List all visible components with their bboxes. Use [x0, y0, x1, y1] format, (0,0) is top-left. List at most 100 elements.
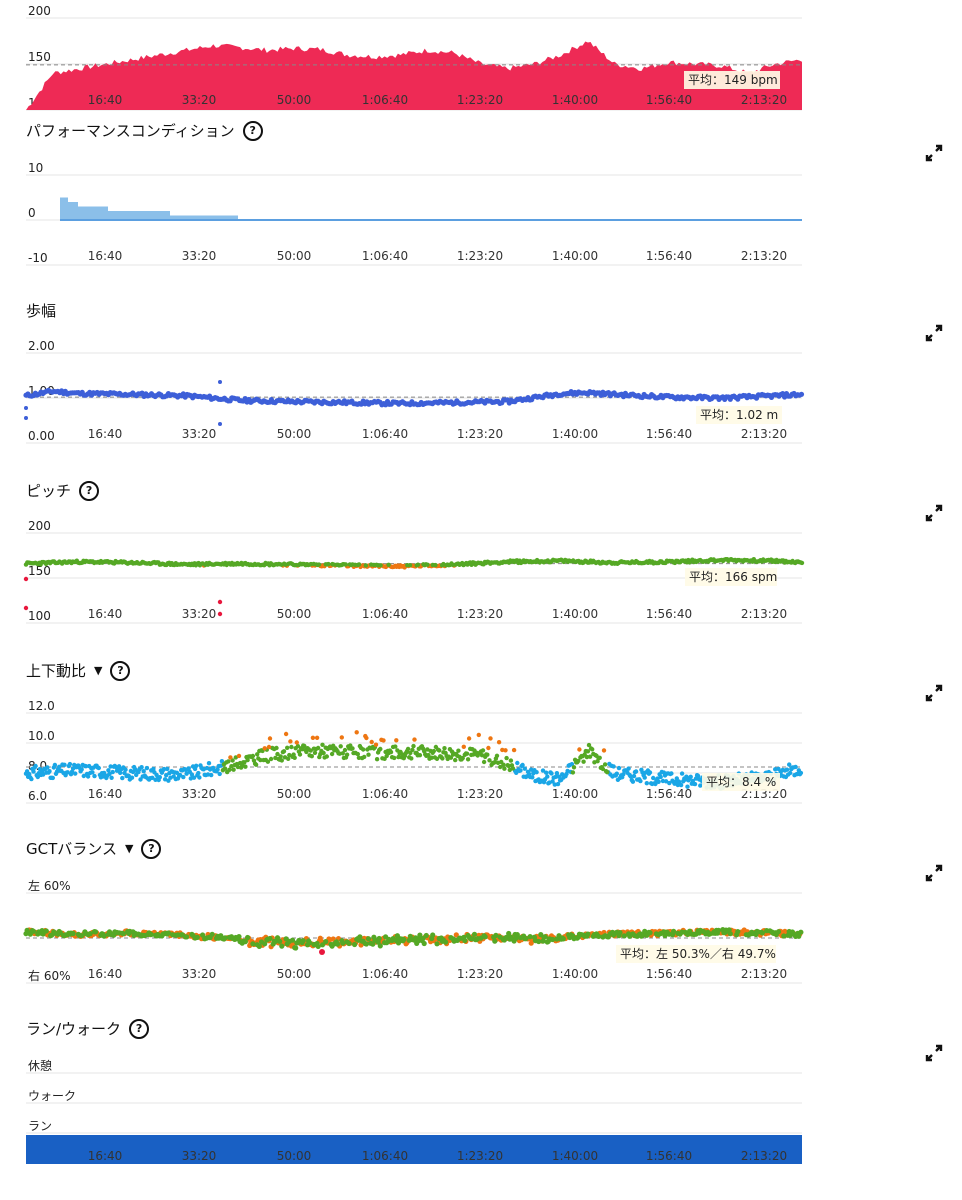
vertical-ratio-point — [787, 762, 792, 767]
vertical-ratio-point — [522, 766, 527, 771]
gct-balance-point — [30, 928, 37, 934]
gct-balance-point — [277, 938, 283, 944]
vertical-ratio-point — [275, 751, 280, 757]
x-axis-tick-label: 1:56:40 — [646, 427, 692, 441]
vertical-ratio-point — [29, 776, 34, 782]
performance-area — [60, 197, 802, 220]
help-icon[interactable]: ? — [141, 838, 162, 859]
vertical-ratio-point — [33, 763, 38, 769]
vertical-ratio-point — [278, 754, 283, 759]
vertical-ratio-point — [243, 764, 248, 769]
gct-balance-point — [493, 932, 499, 938]
vertical-ratio-point — [230, 758, 235, 763]
gct-balance-point — [79, 933, 85, 939]
expand-icon[interactable] — [925, 864, 943, 882]
gct-balance-point — [70, 930, 76, 937]
dropdown-arrow-icon[interactable]: ▼ — [94, 664, 103, 677]
gct-balance-point — [376, 935, 382, 942]
gct-balance-point — [307, 940, 313, 946]
x-axis-tick-label: 2:13:20 — [741, 93, 787, 107]
vertical-ratio-point — [486, 745, 491, 751]
vertical-ratio-point — [440, 756, 445, 761]
gct-balance-point — [671, 928, 677, 934]
gct-balance-point — [262, 941, 268, 947]
help-icon[interactable]: ? — [242, 120, 263, 141]
vertical-ratio-point — [299, 747, 305, 752]
x-axis-tick-label: 1:23:20 — [457, 93, 503, 107]
help-icon[interactable]: ? — [129, 1018, 150, 1039]
help-icon[interactable]: ? — [79, 480, 100, 501]
vertical-ratio-point — [242, 760, 247, 765]
vertical-ratio-point — [355, 751, 360, 757]
gct-balance-point — [245, 934, 251, 941]
vertical-ratio-point — [308, 748, 313, 753]
vertical-ratio-point — [392, 755, 397, 761]
vertical-ratio-point — [228, 755, 233, 760]
gct-balance-point — [370, 941, 376, 947]
vertical-ratio-point — [544, 770, 549, 775]
x-axis-tick-label: 1:56:40 — [646, 787, 692, 801]
vertical-ratio-point — [597, 755, 602, 760]
vertical-ratio-point — [294, 740, 299, 745]
x-axis-tick-label: 33:20 — [182, 607, 217, 621]
expand-icon[interactable] — [925, 684, 943, 702]
x-axis-tick-label: 16:40 — [88, 1149, 123, 1163]
x-axis-tick-label: 16:40 — [88, 787, 123, 801]
dropdown-arrow-icon[interactable]: ▼ — [124, 842, 134, 855]
x-axis-tick-label: 1:40:00 — [552, 1149, 598, 1163]
vertical-ratio-point — [556, 774, 562, 779]
gct-balance-point — [798, 929, 804, 935]
vertical-ratio-title-text: 上下動比 — [26, 662, 87, 680]
expand-icon[interactable] — [925, 324, 943, 342]
gct-balance-chart: 左 60% 右 60% 16:40 33:20 50:00 1:06:40 1:23:20 1… — [0, 876, 962, 996]
help-icon[interactable]: ? — [110, 660, 131, 681]
gct-balance-point — [319, 942, 326, 948]
x-axis-tick-label: 16:40 — [88, 607, 123, 621]
expand-icon[interactable] — [925, 144, 943, 162]
vertical-ratio-point — [274, 745, 279, 751]
vertical-ratio-point — [150, 775, 155, 780]
performance-panel: パフォーマンスコンディション ? 10 0 -10 16:40 33:20 50:00 1:… — [0, 112, 962, 282]
performance-svg: 10 0 -10 16:40 33:20 50:00 1:06:40 1:23:20 1:40:… — [26, 161, 802, 266]
vertical-ratio-point — [191, 775, 197, 780]
cadence-point — [356, 562, 362, 567]
vertical-ratio-point — [302, 743, 307, 749]
gct-balance-point — [346, 940, 352, 947]
vertical-ratio-point — [669, 771, 674, 776]
expand-icon[interactable] — [925, 504, 943, 522]
vertical-ratio-point — [297, 752, 303, 757]
vertical-ratio-point — [236, 753, 242, 759]
y-axis-label: 10.0 — [28, 729, 55, 743]
y-axis-label: 休憩 — [28, 1058, 52, 1073]
cadence-title-text: ピッチ — [26, 482, 72, 500]
performance-chart: 10 0 -10 16:40 33:20 50:00 1:06:40 1:23:20 1:40:… — [0, 158, 962, 278]
x-axis-tick-label: 50:00 — [277, 607, 312, 621]
vertical-ratio-point — [437, 748, 442, 753]
vertical-ratio-point — [312, 750, 318, 755]
gct-balance-point — [184, 934, 190, 940]
gct-balance-point — [236, 934, 242, 940]
vertical-ratio-point — [197, 775, 202, 780]
cadence-point — [316, 562, 322, 567]
gct-balance-point — [300, 938, 306, 944]
gct-balance-point — [120, 931, 126, 937]
average-label: 平均：149 bpm — [688, 73, 778, 87]
x-axis-tick-label: 1:06:40 — [362, 249, 408, 263]
gct-balance-point — [523, 936, 529, 942]
vertical-ratio-point — [571, 765, 577, 770]
average-label-bg — [684, 71, 780, 89]
gct-balance-point — [365, 936, 372, 942]
vertical-ratio-svg: 12.010.08.06.016:4033:2050:001:06:401:23… — [23, 699, 804, 804]
x-axis-tick-label: 2:13:20 — [741, 607, 787, 621]
expand-icon[interactable] — [925, 1044, 943, 1062]
average-label-bg — [685, 568, 777, 586]
vertical-ratio-point — [138, 777, 143, 782]
vertical-ratio-point — [581, 759, 586, 764]
vertical-ratio-point — [286, 756, 291, 761]
vertical-ratio-point — [586, 742, 592, 748]
y-axis-label: 200 — [28, 519, 51, 533]
gct-balance-point — [242, 939, 248, 945]
vertical-ratio-point — [340, 751, 345, 756]
vertical-ratio-point — [679, 771, 685, 776]
gct-balance-point — [352, 941, 358, 948]
